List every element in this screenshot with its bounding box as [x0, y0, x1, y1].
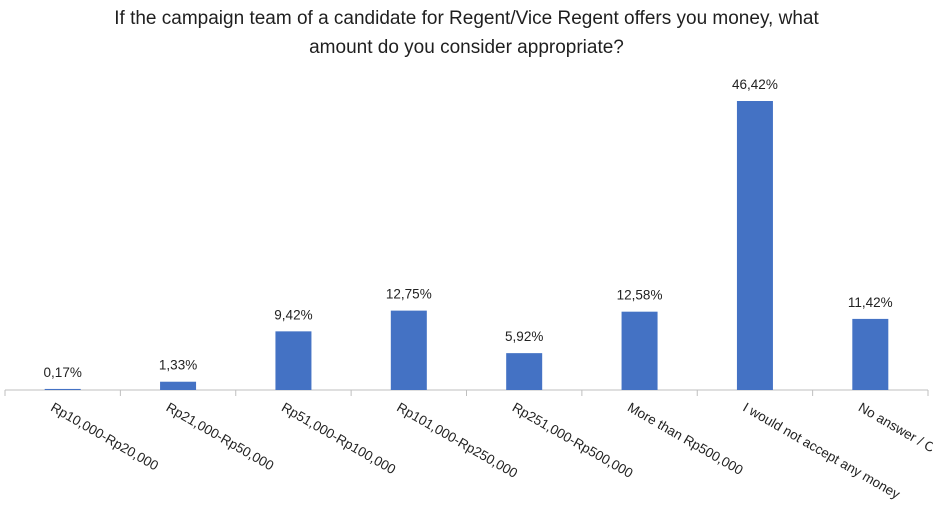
- bar: [160, 381, 197, 390]
- data-label: 12,58%: [617, 288, 663, 303]
- x-tick-label: Rp10,000-Rp20,000: [48, 400, 161, 474]
- x-tick-label: More than Rp500,000: [625, 400, 746, 478]
- chart-title: If the campaign team of a candidate for …: [0, 4, 933, 62]
- chart-title-line-2: amount do you consider appropriate?: [309, 37, 624, 58]
- bar: [390, 310, 427, 390]
- bar: [736, 101, 773, 390]
- bar: [44, 388, 81, 390]
- data-label: 46,42%: [732, 77, 778, 92]
- data-label: 1,33%: [159, 358, 197, 373]
- data-label: 5,92%: [505, 329, 543, 344]
- data-label: 11,42%: [848, 295, 893, 310]
- data-label: 0,17%: [44, 365, 82, 380]
- x-tick-label: Rp21,000-Rp50,000: [164, 400, 277, 474]
- bar: [506, 353, 543, 390]
- data-label: 12,75%: [386, 287, 432, 302]
- x-tick-label: Rp251,000-Rp500,000: [510, 400, 636, 481]
- bar: [621, 311, 658, 390]
- data-label: 9,42%: [274, 307, 312, 322]
- x-tick-label: Rp51,000-Rp100,000: [279, 400, 398, 478]
- bar: [852, 318, 889, 390]
- chart-title-line-1: If the campaign team of a candidate for …: [114, 8, 819, 29]
- bar: [275, 331, 312, 390]
- x-tick-label: Rp101,000-Rp250,000: [394, 400, 520, 481]
